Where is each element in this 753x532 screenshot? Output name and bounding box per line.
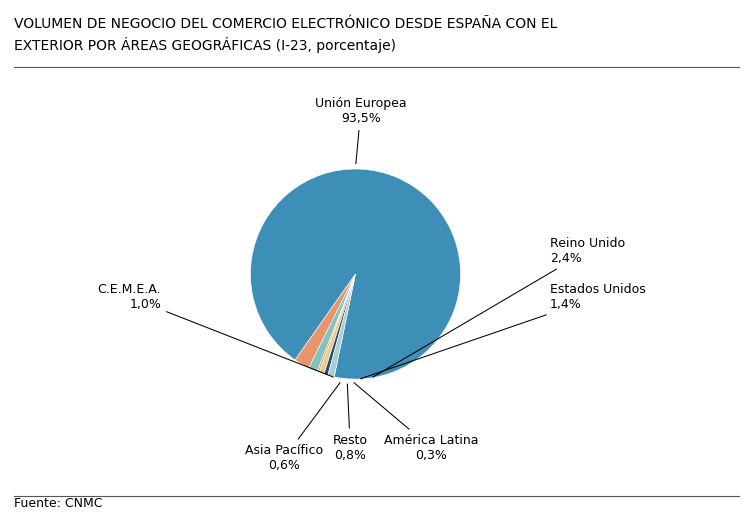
Text: EXTERIOR POR ÁREAS GEOGRÁFICAS (I-23, porcentaje): EXTERIOR POR ÁREAS GEOGRÁFICAS (I-23, po… — [14, 37, 395, 53]
Text: C.E.M.E.A.
1,0%: C.E.M.E.A. 1,0% — [98, 283, 334, 377]
Text: VOLUMEN DE NEGOCIO DEL COMERCIO ELECTRÓNICO DESDE ESPAÑA CON EL: VOLUMEN DE NEGOCIO DEL COMERCIO ELECTRÓN… — [14, 17, 557, 31]
Wedge shape — [317, 274, 355, 372]
Text: Estados Unidos
1,4%: Estados Unidos 1,4% — [361, 283, 645, 379]
Text: Resto
0,8%: Resto 0,8% — [333, 384, 367, 462]
Text: Unión Europea
93,5%: Unión Europea 93,5% — [315, 97, 407, 164]
Text: Fuente: CNMC: Fuente: CNMC — [14, 497, 102, 510]
Wedge shape — [328, 274, 355, 377]
Text: Asia Pacífico
0,6%: Asia Pacífico 0,6% — [245, 383, 340, 472]
Wedge shape — [251, 169, 461, 379]
Wedge shape — [324, 274, 355, 376]
Wedge shape — [295, 274, 355, 368]
Wedge shape — [319, 274, 355, 374]
Text: Reino Unido
2,4%: Reino Unido 2,4% — [373, 237, 625, 377]
Wedge shape — [309, 274, 355, 372]
Text: América Latina
0,3%: América Latina 0,3% — [354, 383, 478, 462]
